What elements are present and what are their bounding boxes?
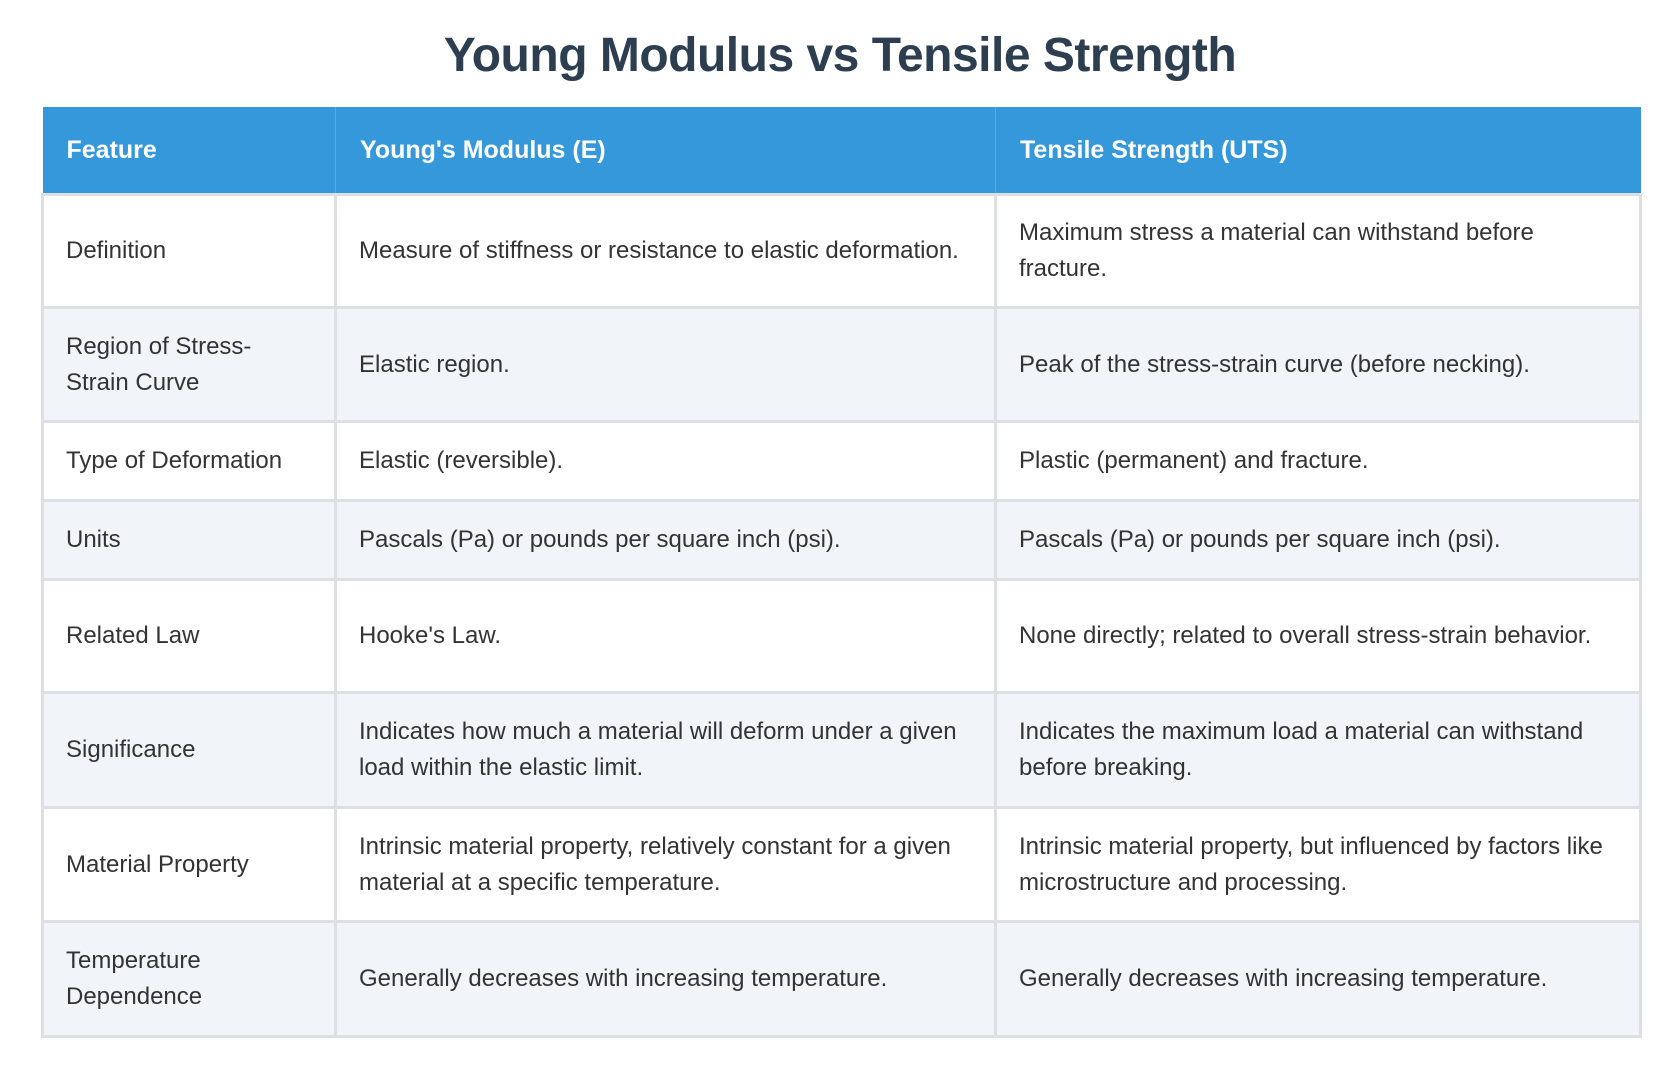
feature-cell: Definition [41,193,337,309]
feature-cell: Significance [41,691,337,809]
youngs-modulus-cell: Generally decreases with increasing temp… [334,920,997,1038]
table-row: Temperature Dependence Generally decrease… [41,920,1642,1038]
header-feature: Feature [42,107,336,196]
tensile-strength-cell: Peak of the stress-strain curve (before … [994,306,1642,423]
feature-cell: Related Law [41,578,337,694]
youngs-modulus-cell: Pascals (Pa) or pounds per square inch (… [334,499,997,581]
youngs-modulus-cell: Elastic region. [334,306,997,423]
tensile-strength-cell: None directly; related to overall stress… [994,578,1642,694]
youngs-modulus-cell: Indicates how much a material will defor… [334,691,997,809]
feature-cell: Type of Deformation [41,420,337,502]
table-row: Material Property Intrinsic material prop… [41,806,1642,923]
table-header-row: Feature Young's Modulus (E) Tensile Stre… [42,107,1641,196]
table-row: Region of Stress-Strain Curve Elastic reg… [41,306,1642,423]
tensile-strength-cell: Indicates the maximum load a material ca… [994,691,1642,809]
youngs-modulus-cell: Hooke's Law. [334,578,997,694]
tensile-strength-cell: Plastic (permanent) and fracture. [994,420,1642,502]
table-row: Type of Deformation Elastic (reversible).… [41,420,1642,502]
feature-cell: Region of Stress-Strain Curve [41,306,337,423]
youngs-modulus-cell: Intrinsic material property, relatively … [334,806,997,923]
tensile-strength-cell: Maximum stress a material can withstand … [994,193,1642,309]
tensile-strength-cell: Intrinsic material property, but influen… [994,806,1642,923]
feature-cell: Temperature Dependence [41,920,337,1038]
header-tensile-strength: Tensile Strength (UTS) [995,107,1641,196]
feature-cell: Material Property [41,806,337,923]
page-title: Young Modulus vs Tensile Strength [443,29,1237,82]
comparison-table: Feature Young's Modulus (E) Tensile Stre… [41,107,1642,1038]
tensile-strength-cell: Pascals (Pa) or pounds per square inch (… [994,499,1642,581]
youngs-modulus-cell: Elastic (reversible). [334,420,997,502]
youngs-modulus-cell: Measure of stiffness or resistance to el… [334,193,997,309]
feature-cell: Units [41,499,337,581]
table-row: Significance Indicates how much a materia… [41,691,1642,809]
table-row: Related Law Hooke's Law. None directly; re… [41,578,1642,694]
tensile-strength-cell: Generally decreases with increasing temp… [994,920,1642,1038]
table-row: Units Pascals (Pa) or pounds per square i… [41,499,1642,581]
header-youngs-modulus: Young's Modulus (E) [335,107,996,196]
table-row: Definition Measure of stiffness or resist… [41,193,1642,309]
